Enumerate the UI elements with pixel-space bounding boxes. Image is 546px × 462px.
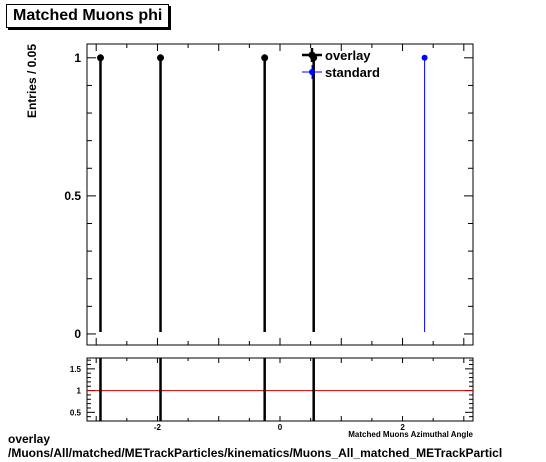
ratio-point	[263, 389, 267, 393]
ratio-y-tick-label: 1.5	[70, 365, 82, 374]
ratio-x-tick-label: 0	[278, 423, 283, 432]
chart-title: Matched Muons phi	[13, 7, 163, 24]
ratio-point	[159, 389, 163, 393]
ratio-y-tick-label: 0.5	[70, 408, 82, 417]
main-plot-frame	[86, 43, 474, 346]
overlay-point	[96, 54, 104, 62]
standard-point	[421, 54, 428, 61]
main-y-tick-label: 0.5	[64, 189, 81, 203]
overlay-point	[157, 54, 165, 62]
main-y-tick-label: 0	[74, 327, 81, 341]
y-axis-title: Entries / 0.05	[25, 44, 39, 118]
ratio-y-tick-label: 1	[77, 387, 82, 396]
footer-line-1: overlay	[8, 432, 51, 446]
x-axis-title: Matched Muons Azimuthal Angle	[348, 430, 473, 439]
overlay-point	[261, 54, 269, 62]
ratio-point	[312, 389, 316, 393]
legend-marker-dot-overlay	[308, 51, 316, 59]
legend-label-overlay: overlay	[325, 48, 371, 63]
ratio-x-tick-label: 2	[400, 423, 405, 432]
legend-marker-dot-standard	[309, 69, 315, 75]
main-y-tick-label: 1	[74, 51, 81, 65]
legend-label-standard: standard	[325, 65, 380, 80]
footer-line-2: /Muons/All/matched/METrackParticles/kine…	[8, 446, 503, 460]
ratio-plot-frame	[86, 357, 474, 422]
ratio-x-tick-label: -2	[154, 423, 162, 432]
title-box: Matched Muons phi	[6, 4, 170, 28]
ratio-point	[98, 389, 102, 393]
